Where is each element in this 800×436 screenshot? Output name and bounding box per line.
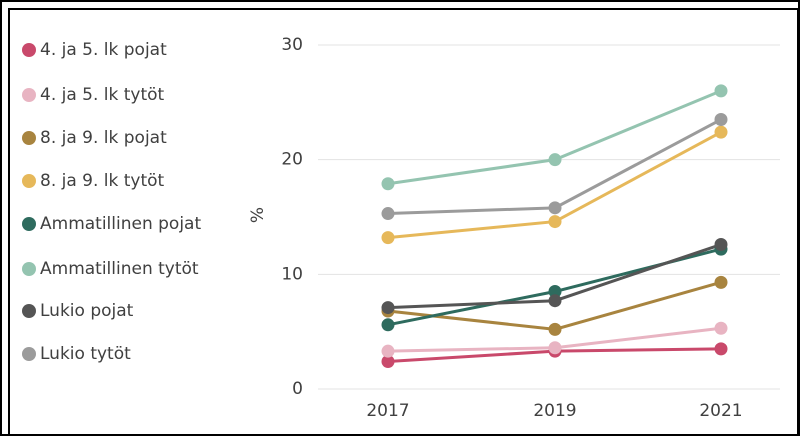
inner-frame xyxy=(8,8,799,436)
data-point xyxy=(381,301,395,315)
x-tick-label: 2021 xyxy=(699,401,742,421)
data-point xyxy=(548,215,562,229)
data-point xyxy=(381,231,395,245)
data-point xyxy=(714,84,728,98)
data-point xyxy=(381,318,395,332)
legend-marker xyxy=(22,174,36,188)
data-point xyxy=(548,201,562,215)
legend-marker xyxy=(22,131,36,145)
data-point xyxy=(381,344,395,358)
data-point xyxy=(548,294,562,308)
data-point xyxy=(714,125,728,139)
legend-label: 8. ja 9. lk tytöt xyxy=(40,171,165,191)
y-tick-label: 0 xyxy=(292,379,303,399)
data-point xyxy=(714,238,728,252)
legend-marker xyxy=(22,262,36,276)
y-axis-label: % xyxy=(248,207,268,223)
legend-label: Lukio pojat xyxy=(40,301,134,321)
legend-label: 4. ja 5. lk pojat xyxy=(40,40,167,60)
legend-label: Ammatillinen tytöt xyxy=(40,259,199,279)
data-point xyxy=(381,177,395,191)
data-point xyxy=(714,342,728,356)
data-point xyxy=(548,285,562,299)
legend-marker xyxy=(22,347,36,361)
data-point xyxy=(548,341,562,355)
legend-label: Ammatillinen pojat xyxy=(40,214,201,234)
data-point xyxy=(714,113,728,127)
x-tick-label: 2019 xyxy=(533,401,576,421)
legend-marker xyxy=(22,43,36,57)
legend-marker xyxy=(22,217,36,231)
x-tick-label: 2017 xyxy=(366,401,409,421)
legend-marker xyxy=(22,304,36,318)
y-tick-label: 30 xyxy=(281,35,303,55)
y-tick-label: 20 xyxy=(281,150,303,170)
data-point xyxy=(714,321,728,335)
data-point xyxy=(548,153,562,167)
legend-label: 8. ja 9. lk pojat xyxy=(40,128,167,148)
data-point xyxy=(381,354,395,368)
legend-label: 4. ja 5. lk tytöt xyxy=(40,85,165,105)
data-point xyxy=(548,322,562,336)
data-point xyxy=(381,207,395,221)
y-tick-label: 10 xyxy=(281,264,303,284)
data-point xyxy=(714,275,728,289)
legend-label: Lukio tytöt xyxy=(40,344,131,364)
legend-marker xyxy=(22,88,36,102)
